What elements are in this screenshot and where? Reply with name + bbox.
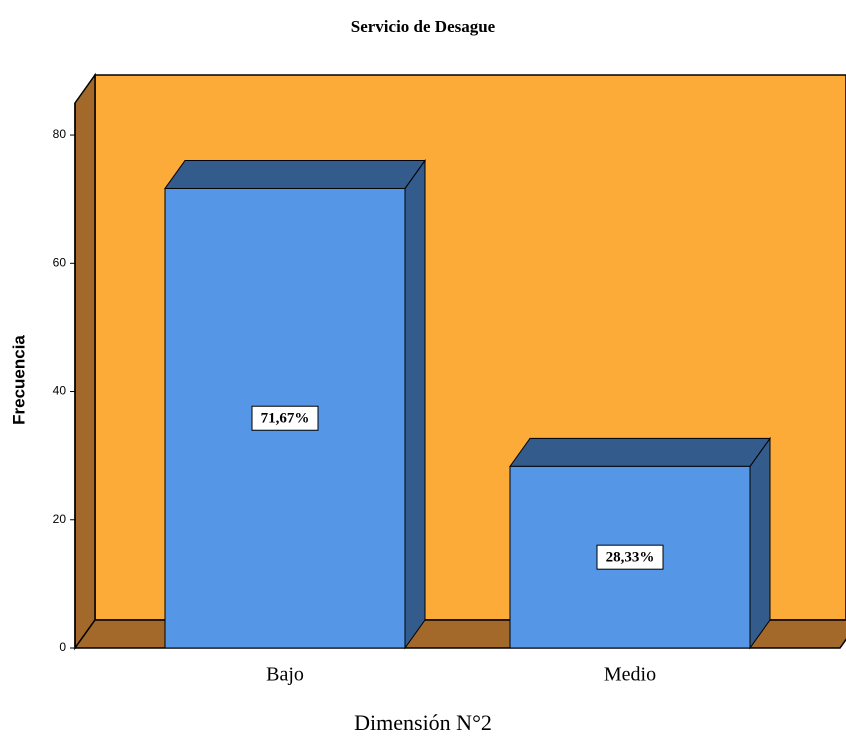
y-tick-label: 0: [59, 640, 66, 654]
bar-top: [164, 159, 426, 189]
y-tick-label: 40: [53, 384, 67, 398]
y-tick-label: 80: [53, 127, 67, 141]
x-tick-label: Bajo: [266, 664, 304, 686]
plot: [164, 158, 771, 650]
x-axis-label: Dimensión N°2: [354, 710, 492, 735]
value-label-box: [596, 544, 664, 570]
value-label-box: [251, 405, 319, 431]
bar: [509, 436, 771, 650]
value-label: 71,67%: [261, 411, 310, 427]
chart-title: Servicio de Desague: [351, 17, 496, 36]
x-tick-label: Medio: [604, 664, 656, 686]
bar-side: [749, 436, 771, 650]
bar-side: [404, 158, 426, 650]
bar: [164, 158, 426, 650]
y-axis-label: Frecuencia: [9, 335, 28, 425]
y-tick-label: 20: [53, 512, 67, 526]
bar-top: [509, 437, 771, 467]
side-wall: [74, 72, 96, 651]
y-tick-label: 60: [53, 255, 67, 269]
value-label: 28,33%: [606, 550, 655, 566]
